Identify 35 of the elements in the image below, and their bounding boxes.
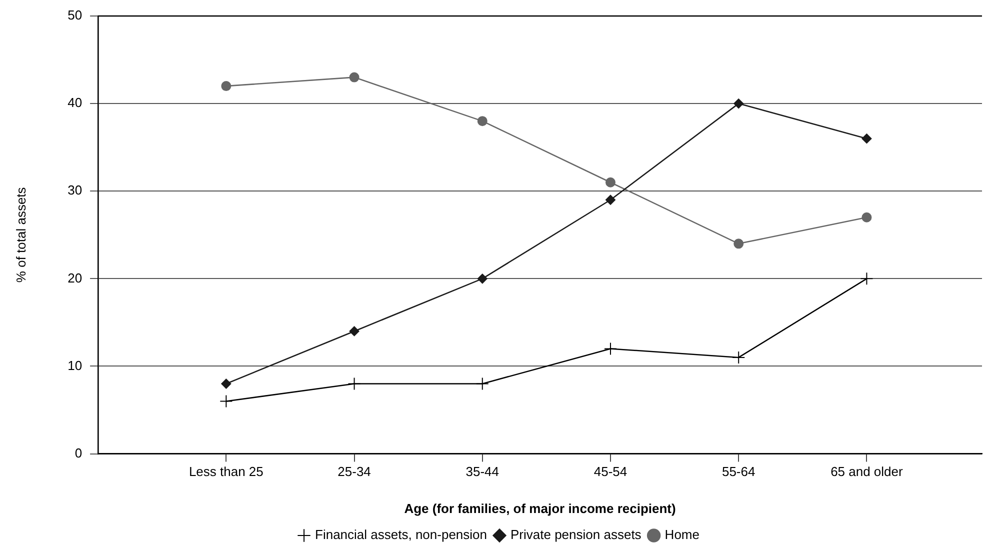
x-tick-label: 35-44	[466, 464, 500, 480]
y-axis-title: % of total assets	[13, 186, 28, 283]
point	[221, 81, 232, 92]
x-tick-label: 45-54	[594, 464, 628, 480]
point	[477, 116, 488, 126]
point	[221, 378, 232, 389]
point	[732, 350, 746, 364]
y-tick-label: 30	[68, 182, 82, 198]
point	[348, 377, 361, 390]
point	[605, 177, 616, 188]
point	[477, 274, 488, 284]
point	[220, 394, 233, 408]
x-tick-label: 55-64	[722, 464, 756, 480]
point	[605, 194, 616, 205]
point	[349, 72, 360, 82]
y-tick-label: 40	[68, 95, 82, 110]
point	[734, 98, 744, 109]
point	[860, 272, 874, 286]
legend-label: Private pension assets	[510, 527, 642, 542]
x-tick-label: 65 and older	[830, 464, 904, 480]
x-tick-label: Less than 25	[188, 464, 264, 480]
point	[862, 134, 872, 144]
point	[862, 212, 872, 222]
legend-label: Financial assets, non-pension	[315, 527, 488, 542]
point	[476, 377, 489, 390]
point	[734, 238, 744, 249]
y-tick-label: 0	[74, 445, 82, 460]
point	[349, 326, 360, 336]
x-axis-title: Age (for families, of major income recipient)	[404, 500, 676, 516]
y-tick-label: 10	[68, 358, 82, 373]
y-tick-label: 20	[68, 270, 82, 286]
legend-label: Home	[664, 527, 700, 542]
x-tick-label: 25-34	[338, 464, 371, 480]
point	[604, 342, 617, 356]
y-tick-label: 50	[68, 8, 82, 23]
